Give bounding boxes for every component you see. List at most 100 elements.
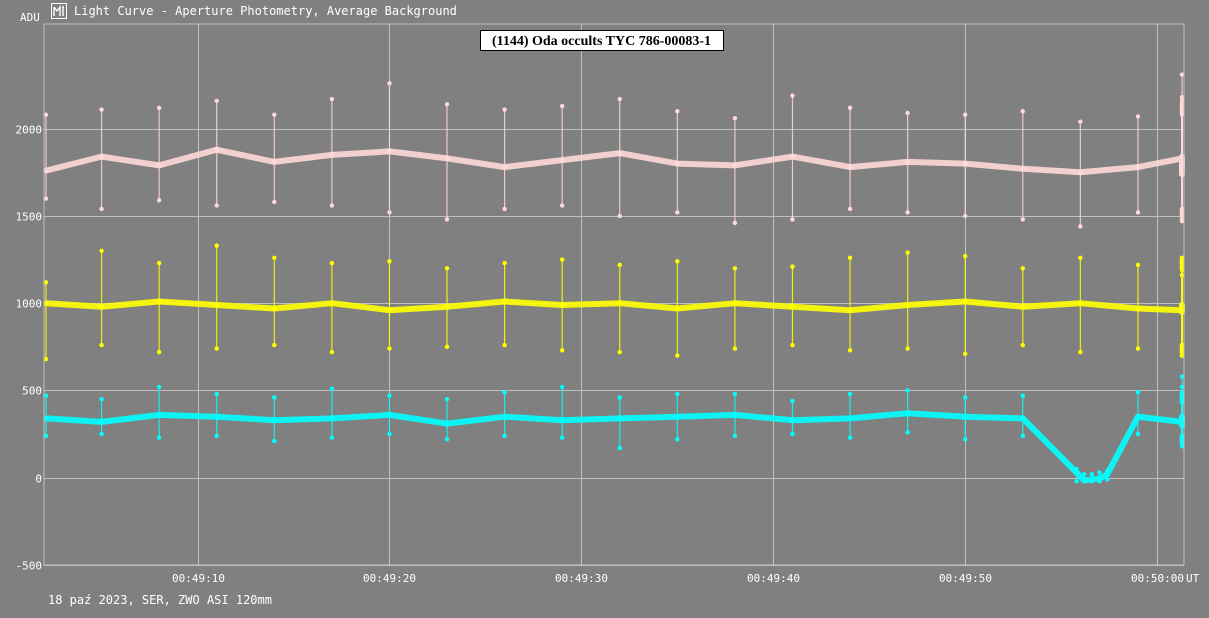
x-tick-label: 00:49:40 xyxy=(747,572,800,585)
series-point xyxy=(502,164,508,170)
series-point xyxy=(559,157,565,163)
light-curve-app-icon[interactable] xyxy=(51,3,67,19)
series-group xyxy=(43,72,1185,484)
series-peak-marker xyxy=(847,255,853,261)
series-trough-marker xyxy=(1135,431,1141,437)
series-point xyxy=(732,162,738,168)
x-tick-label: 00:49:20 xyxy=(363,572,416,585)
series-peak-marker xyxy=(790,264,795,269)
series-point xyxy=(732,300,738,306)
plot-frame xyxy=(43,23,1185,566)
series-trough-marker xyxy=(905,430,910,435)
series-point xyxy=(43,415,49,422)
series-peak-marker xyxy=(1097,470,1102,475)
series-peak-marker xyxy=(214,391,219,397)
series-trough-marker xyxy=(675,353,680,358)
series-point xyxy=(1020,166,1026,172)
series-trough-marker xyxy=(272,438,277,444)
series-point xyxy=(674,414,680,420)
series-peak-marker xyxy=(732,116,738,121)
series-trough-marker xyxy=(272,342,277,348)
series-point xyxy=(962,414,968,420)
series-point xyxy=(674,161,680,167)
series-trough-marker xyxy=(559,203,565,208)
series-peak-marker xyxy=(387,393,392,398)
series-peak-marker xyxy=(675,109,680,114)
series-point xyxy=(559,417,565,423)
window-title: Light Curve - Aperture Photometry, Avera… xyxy=(74,4,457,18)
y-tick-label: 500 xyxy=(22,385,42,398)
series-peak-marker xyxy=(1179,384,1185,390)
series-trough-marker xyxy=(963,437,968,442)
series-trough-marker xyxy=(905,210,910,215)
series-peak-marker xyxy=(559,384,565,390)
series-point xyxy=(1179,161,1185,167)
series-peak-marker xyxy=(1082,472,1087,477)
series-trough-marker xyxy=(1074,479,1079,484)
series-peak-marker xyxy=(156,105,162,110)
chart-title: (1144) Oda occults TYC 786-00083-1 xyxy=(492,34,711,49)
series-1 xyxy=(43,72,1185,229)
series-trough-marker xyxy=(963,351,968,357)
series-point xyxy=(789,154,796,160)
series-peak-marker xyxy=(329,260,335,266)
series-point xyxy=(214,147,220,153)
series-3 xyxy=(43,374,1185,484)
series-point xyxy=(847,307,853,313)
series-peak-marker xyxy=(43,112,49,117)
light-curve-chart[interactable]: -500 0 500 1000 1500 2000 00:49:10 00:49:20 00:4… xyxy=(0,0,1209,590)
y-tick-label: 1500 xyxy=(16,211,43,224)
series-trough-marker xyxy=(1135,346,1141,351)
series-point xyxy=(1073,469,1080,476)
series-trough-marker xyxy=(1078,349,1083,355)
series-trough-marker xyxy=(444,437,450,442)
series-peak-marker xyxy=(1179,72,1185,77)
observation-info: 18 paź 2023, SER, ZWO ASI 120mm xyxy=(48,593,272,607)
series-trough-marker xyxy=(617,213,622,219)
series-peak-marker xyxy=(1074,466,1079,472)
series-point xyxy=(847,415,853,422)
series-peak-marker xyxy=(559,103,565,109)
series-trough-marker xyxy=(790,431,795,437)
series-peak-marker xyxy=(99,107,104,112)
series-point xyxy=(43,300,49,306)
series-point xyxy=(1077,169,1083,175)
series-peak-marker xyxy=(272,112,277,117)
series-point xyxy=(214,414,220,420)
series-peak-marker xyxy=(502,107,507,112)
series-peak-marker xyxy=(1135,262,1141,268)
series-peak-marker xyxy=(1179,391,1185,397)
series-trough-marker xyxy=(156,198,162,203)
series-trough-marker xyxy=(444,217,450,222)
series-point xyxy=(329,300,335,306)
series-point xyxy=(444,421,450,427)
y-tick-label: 0 xyxy=(35,473,42,486)
series-peak-marker xyxy=(43,280,49,285)
series-point xyxy=(1135,305,1141,312)
series-point xyxy=(386,148,393,154)
series-peak-marker xyxy=(617,96,622,102)
series-peak-marker xyxy=(732,391,738,397)
series-trough-marker xyxy=(156,349,162,355)
series-2 xyxy=(43,243,1185,362)
series-trough-marker xyxy=(1179,349,1185,355)
series-peak-marker xyxy=(43,393,49,398)
series-trough-marker xyxy=(1135,210,1141,215)
series-peak-marker xyxy=(847,105,853,110)
series-point xyxy=(43,167,49,174)
series-point xyxy=(559,302,565,308)
series-peak-marker xyxy=(214,98,219,103)
series-point xyxy=(386,412,393,418)
x-tick-label: 00:49:30 xyxy=(555,572,608,585)
series-peak-marker xyxy=(444,266,450,271)
series-peak-marker xyxy=(675,259,680,264)
x-axis-label: UT xyxy=(1186,572,1200,585)
series-peak-marker xyxy=(790,398,795,404)
grid xyxy=(44,24,1184,566)
axes: -500 0 500 1000 1500 2000 00:49:10 00:49:20 00:4… xyxy=(16,11,1200,585)
series-trough-marker xyxy=(675,210,680,215)
series-trough-marker xyxy=(1179,344,1185,350)
series-trough-marker xyxy=(43,196,49,201)
series-trough-marker xyxy=(43,356,49,362)
